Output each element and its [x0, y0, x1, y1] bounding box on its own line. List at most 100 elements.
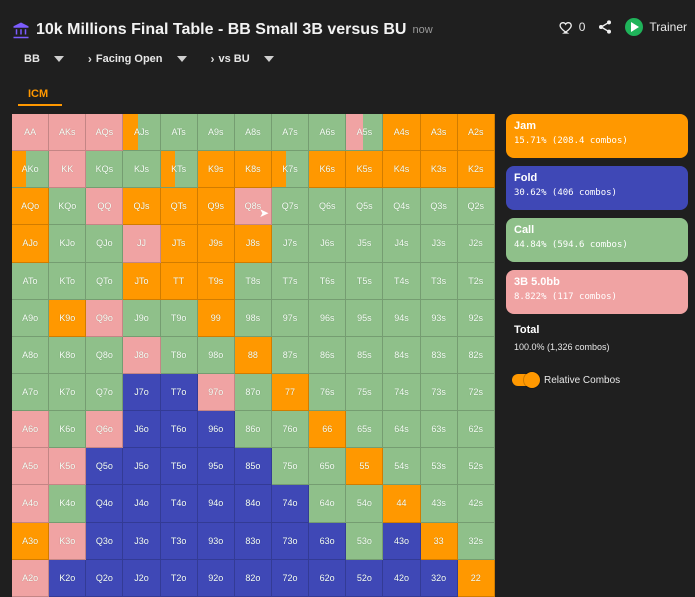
hand-cell[interactable]: 76o: [271, 411, 310, 449]
hand-cell[interactable]: K2s: [457, 151, 495, 189]
hand-cell[interactable]: 52o: [346, 559, 384, 597]
hand-cell[interactable]: 75s: [346, 373, 384, 412]
hand-cell[interactable]: Q4o: [86, 485, 124, 523]
hand-cell[interactable]: T2s: [457, 262, 495, 300]
hand-cell[interactable]: J9s: [197, 225, 235, 263]
hand-cell[interactable]: KK: [49, 151, 87, 189]
hand-cell[interactable]: 65s: [346, 411, 384, 449]
hand-cell[interactable]: J4s: [383, 225, 421, 263]
hand-cell[interactable]: Q2s: [457, 188, 495, 226]
hand-cell[interactable]: K8o: [49, 336, 87, 374]
hand-cell[interactable]: 87s: [271, 336, 310, 374]
hand-cell[interactable]: 96o: [197, 411, 235, 449]
hand-cell[interactable]: 82s: [457, 336, 495, 374]
hand-cell[interactable]: K5o: [49, 448, 87, 486]
hand-cell[interactable]: K6o: [49, 411, 87, 449]
hand-cell[interactable]: 43o: [383, 522, 421, 560]
hand-cell[interactable]: 55: [346, 448, 384, 486]
hand-cell[interactable]: A7s: [271, 114, 310, 152]
legend-jam[interactable]: Jam 15.71% (208.4 combos): [506, 114, 688, 158]
hand-cell[interactable]: 92s: [457, 299, 495, 337]
hand-cell[interactable]: 63s: [420, 411, 458, 449]
hand-cell[interactable]: J2s: [457, 225, 495, 263]
hand-cell[interactable]: AA: [12, 114, 50, 152]
hand-cell[interactable]: 94o: [197, 485, 235, 523]
legend-call[interactable]: Call 44.84% (594.6 combos): [506, 218, 688, 262]
hand-cell[interactable]: 53s: [420, 448, 458, 486]
hand-cell[interactable]: 97s: [271, 299, 310, 337]
hand-cell[interactable]: KTs: [160, 151, 198, 189]
legend-fold[interactable]: Fold 30.62% (406 combos): [506, 166, 688, 210]
hand-cell[interactable]: 92o: [197, 559, 235, 597]
hand-cell[interactable]: Q9o: [86, 299, 124, 337]
hand-cell[interactable]: K9o: [49, 299, 87, 337]
hand-cell[interactable]: KJs: [123, 151, 161, 189]
hand-cell[interactable]: 32o: [420, 559, 458, 597]
hand-cell[interactable]: 66: [309, 411, 347, 449]
hand-cell[interactable]: Q2o: [86, 559, 124, 597]
hand-cell[interactable]: J6s: [309, 225, 347, 263]
hand-cell[interactable]: AQs: [86, 114, 124, 152]
hand-cell[interactable]: 74s: [383, 373, 421, 412]
hand-cell[interactable]: 62s: [457, 411, 495, 449]
tab-icm[interactable]: ICM: [28, 88, 49, 100]
hand-cell[interactable]: 94s: [383, 299, 421, 337]
hand-cell[interactable]: 43s: [420, 485, 458, 523]
hand-cell[interactable]: J4o: [123, 485, 161, 523]
hand-cell[interactable]: A5s: [346, 114, 384, 152]
hand-cell[interactable]: 52s: [457, 448, 495, 486]
hand-cell[interactable]: T5o: [160, 448, 198, 486]
hand-cell[interactable]: A3o: [12, 522, 50, 560]
hand-cell[interactable]: K7s: [271, 151, 310, 189]
hand-cell[interactable]: 53o: [346, 522, 384, 560]
hand-cell[interactable]: J2o: [123, 559, 161, 597]
position-dropdown[interactable]: BB: [24, 53, 64, 65]
hand-cell[interactable]: T4s: [383, 262, 421, 300]
hand-cell[interactable]: 93o: [197, 522, 235, 560]
legend-3bet[interactable]: 3B 5.0bb 8.822% (117 combos): [506, 270, 688, 314]
hand-cell[interactable]: J5s: [346, 225, 384, 263]
hand-cell[interactable]: 97o: [197, 373, 235, 412]
hand-cell[interactable]: A3s: [420, 114, 458, 152]
hand-cell[interactable]: AJo: [12, 225, 50, 263]
hand-cell[interactable]: Q6o: [86, 411, 124, 449]
hand-cell[interactable]: 84s: [383, 336, 421, 374]
hand-cell[interactable]: 93s: [420, 299, 458, 337]
hand-cell[interactable]: KQo: [49, 188, 87, 226]
hand-cell[interactable]: JTs: [160, 225, 198, 263]
hand-cell[interactable]: T3s: [420, 262, 458, 300]
hand-cell[interactable]: AJs: [123, 114, 161, 152]
hand-cell[interactable]: 84o: [234, 485, 272, 523]
hand-cell[interactable]: QQ: [86, 188, 124, 226]
hand-cell[interactable]: KJo: [49, 225, 87, 263]
hand-cell[interactable]: K5s: [346, 151, 384, 189]
hand-cell[interactable]: T7s: [271, 262, 310, 300]
hand-cell[interactable]: J7s: [271, 225, 310, 263]
hand-cell[interactable]: A8s: [234, 114, 272, 152]
hand-cell[interactable]: K7o: [49, 373, 87, 412]
hand-cell[interactable]: T8s: [234, 262, 272, 300]
hand-cell[interactable]: Q5o: [86, 448, 124, 486]
hand-cell[interactable]: 64s: [383, 411, 421, 449]
hand-cell[interactable]: T6s: [309, 262, 347, 300]
hand-cell[interactable]: 54o: [346, 485, 384, 523]
hand-cell[interactable]: K2o: [49, 559, 87, 597]
hand-cell[interactable]: A2s: [457, 114, 495, 152]
facing-dropdown[interactable]: › Facing Open: [88, 52, 187, 66]
hand-cell[interactable]: QTs: [160, 188, 198, 226]
like-button[interactable]: 0: [559, 19, 585, 35]
hand-cell[interactable]: J3o: [123, 522, 161, 560]
hand-cell[interactable]: 73o: [271, 522, 310, 560]
hand-cell[interactable]: 98s: [234, 299, 272, 337]
hand-cell[interactable]: A4s: [383, 114, 421, 152]
hand-cell[interactable]: QTo: [86, 262, 124, 300]
hand-cell[interactable]: 99: [197, 299, 235, 337]
hand-cell[interactable]: AQo: [12, 188, 50, 226]
hand-cell[interactable]: 74o: [271, 485, 310, 523]
hand-cell[interactable]: A9o: [12, 299, 50, 337]
hand-cell[interactable]: T7o: [160, 373, 198, 412]
hand-cell[interactable]: J7o: [123, 373, 161, 412]
hand-cell[interactable]: 88: [234, 336, 272, 374]
hand-cell[interactable]: K8s: [234, 151, 272, 189]
hand-cell[interactable]: K4s: [383, 151, 421, 189]
